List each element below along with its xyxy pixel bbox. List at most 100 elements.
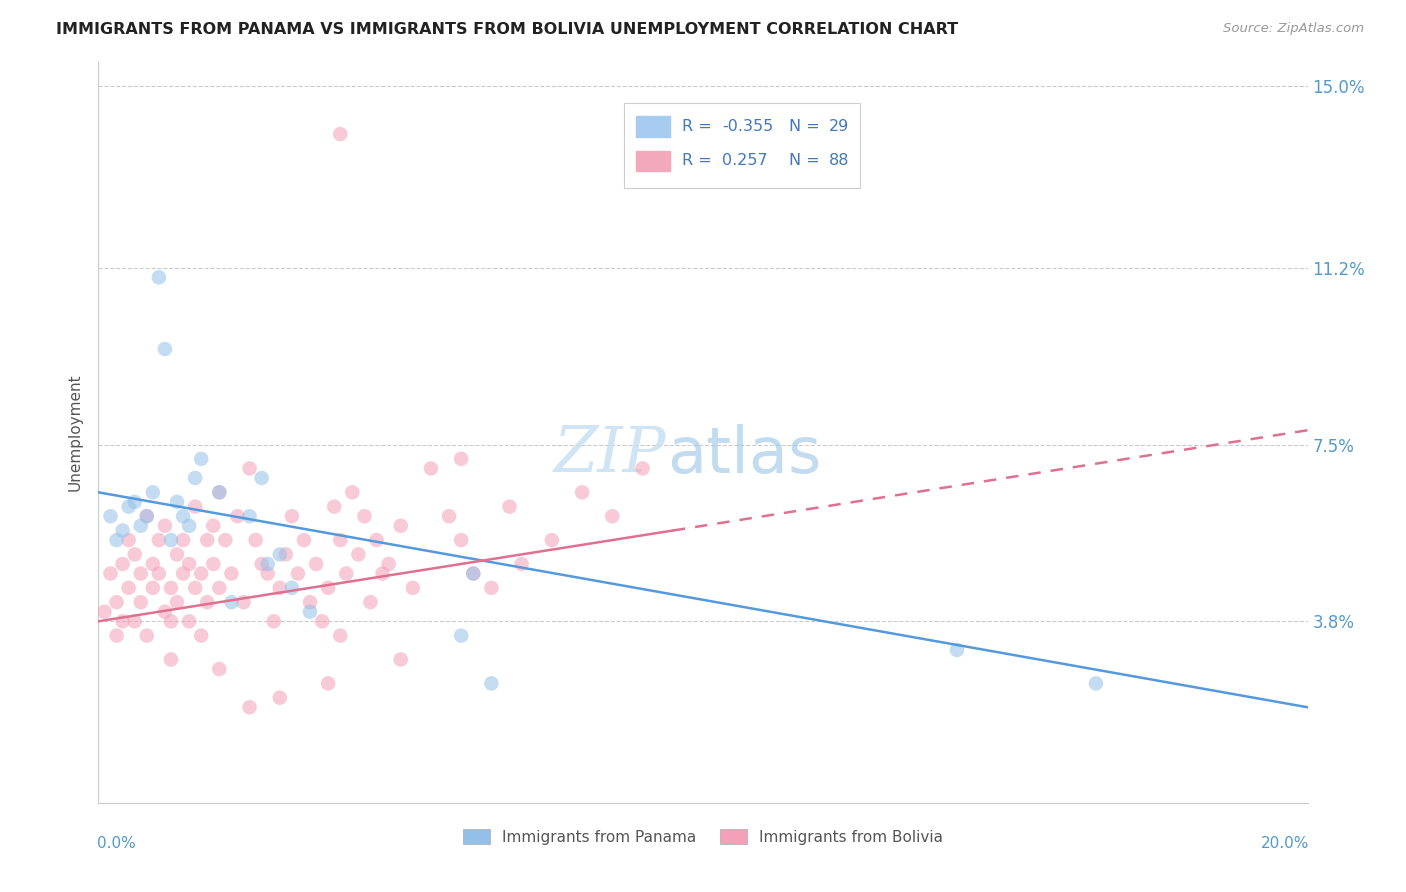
Point: [316, 676, 339, 690]
Point: [148, 270, 170, 285]
Point: [153, 342, 176, 356]
Point: [166, 595, 188, 609]
Point: [100, 509, 122, 524]
Point: [148, 566, 170, 581]
Point: [366, 533, 388, 547]
Point: [329, 533, 352, 547]
Point: [105, 595, 128, 609]
Point: [160, 615, 183, 629]
Point: [190, 451, 212, 466]
Text: Source: ZipAtlas.com: Source: ZipAtlas.com: [1223, 22, 1364, 36]
Text: 0.257: 0.257: [723, 153, 768, 169]
Point: [153, 518, 176, 533]
Point: [179, 557, 201, 571]
Point: [172, 566, 194, 581]
Point: [208, 485, 231, 500]
Point: [250, 471, 273, 485]
Point: [166, 495, 188, 509]
Point: [221, 566, 243, 581]
Point: [172, 509, 194, 524]
Point: [105, 533, 128, 547]
Point: [184, 471, 207, 485]
Point: [111, 557, 134, 571]
Text: 29: 29: [828, 120, 849, 135]
Point: [142, 581, 165, 595]
Point: [269, 548, 291, 562]
Point: [129, 566, 152, 581]
Point: [602, 509, 624, 524]
Point: [160, 581, 183, 595]
Point: [377, 557, 399, 571]
Point: [129, 518, 152, 533]
Point: [190, 629, 212, 643]
Point: [335, 566, 357, 581]
Point: [463, 566, 485, 581]
Y-axis label: Unemployment: Unemployment: [67, 374, 83, 491]
Point: [437, 509, 460, 524]
Point: [389, 652, 412, 666]
FancyBboxPatch shape: [637, 151, 671, 171]
Point: [166, 548, 188, 562]
Text: atlas: atlas: [666, 424, 821, 486]
Point: [135, 509, 157, 524]
Point: [184, 581, 207, 595]
Point: [389, 518, 412, 533]
Point: [274, 548, 297, 562]
Point: [179, 518, 201, 533]
Point: [269, 690, 291, 705]
Point: [946, 643, 969, 657]
Point: [311, 615, 333, 629]
Point: [111, 615, 134, 629]
Point: [281, 581, 304, 595]
Point: [153, 605, 176, 619]
Point: [463, 566, 485, 581]
Point: [232, 595, 254, 609]
Point: [245, 533, 267, 547]
Text: R =: R =: [682, 120, 717, 135]
Point: [202, 518, 225, 533]
Point: [239, 509, 262, 524]
Point: [105, 629, 128, 643]
Point: [353, 509, 375, 524]
Point: [239, 700, 262, 714]
Point: [179, 615, 201, 629]
Point: [135, 629, 157, 643]
Point: [329, 127, 352, 141]
FancyBboxPatch shape: [637, 117, 671, 137]
Text: N =: N =: [789, 153, 825, 169]
Point: [93, 605, 115, 619]
Point: [287, 566, 309, 581]
Point: [481, 581, 503, 595]
Point: [450, 629, 472, 643]
Point: [269, 581, 291, 595]
Point: [347, 548, 370, 562]
Point: [281, 509, 304, 524]
Point: [571, 485, 593, 500]
Point: [1085, 676, 1108, 690]
Point: [299, 605, 322, 619]
Text: -0.355: -0.355: [723, 120, 773, 135]
Point: [360, 595, 382, 609]
Text: IMMIGRANTS FROM PANAMA VS IMMIGRANTS FROM BOLIVIA UNEMPLOYMENT CORRELATION CHART: IMMIGRANTS FROM PANAMA VS IMMIGRANTS FRO…: [56, 22, 959, 37]
Text: 0.0%: 0.0%: [97, 836, 136, 851]
Point: [226, 509, 249, 524]
Point: [118, 533, 141, 547]
Point: [135, 509, 157, 524]
Text: ZIP: ZIP: [554, 424, 666, 485]
Point: [316, 581, 339, 595]
Point: [208, 662, 231, 676]
Point: [111, 524, 134, 538]
Point: [371, 566, 394, 581]
Point: [292, 533, 315, 547]
Point: [214, 533, 236, 547]
Point: [540, 533, 562, 547]
Point: [124, 615, 146, 629]
Point: [184, 500, 207, 514]
Point: [305, 557, 328, 571]
Text: R =: R =: [682, 153, 717, 169]
Point: [329, 629, 352, 643]
Point: [142, 485, 165, 500]
Text: 20.0%: 20.0%: [1260, 836, 1309, 851]
Point: [402, 581, 425, 595]
Point: [481, 676, 503, 690]
